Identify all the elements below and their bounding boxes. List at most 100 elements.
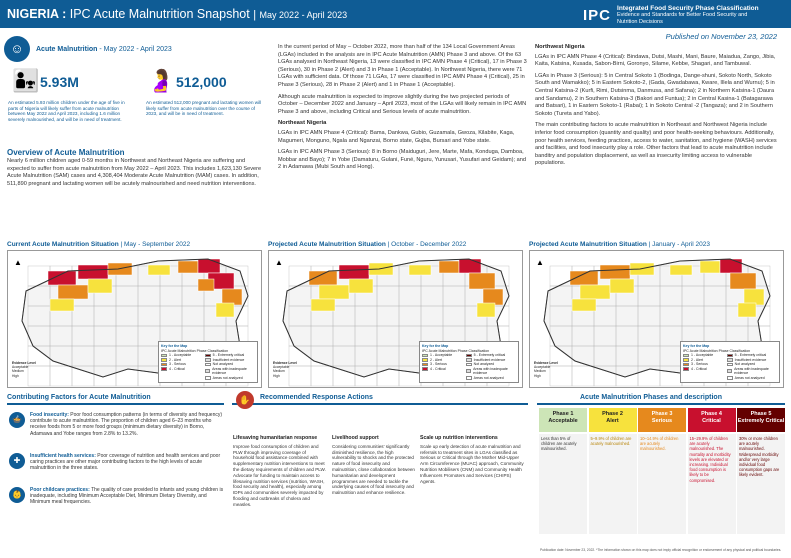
phase-header: Phase 2 Alert [588,408,637,432]
ipc-logo-mark: IPC [583,7,612,24]
lga-area [177,260,199,274]
legend-item: 1 - Acceptable [422,353,466,358]
lga-area [719,258,743,274]
legend-item: 5 - Extremely critical [726,353,777,358]
legend-item: 1 - Acceptable [683,353,727,358]
legend-extra-item: Not analyzed [465,362,516,367]
lga-area [571,298,597,312]
paragraph: Although acute malnutrition is expected … [278,93,527,115]
north-arrow-icon: ▲ [536,258,544,267]
food-bowl-icon: 🍲 [9,412,25,428]
women-stat-value: 512,000 [176,74,227,90]
overview-title: Overview of Acute Malnutrition [7,148,125,157]
factors-title: Contributing Factors for Acute Malnutrit… [7,394,151,401]
hand-heart-icon: ✋ [236,391,254,409]
child-bubble-icon: ☺ [4,36,30,62]
lga-area [729,272,757,290]
lga-area [743,288,765,306]
lga-area [458,258,482,274]
phases-title: Acute Malnutrition Phases and descriptio… [580,394,722,401]
factor-item: Poor childcare practices: The quality of… [30,487,224,506]
legend-extra-item: Areas not analyzed [204,376,255,381]
lga-area [669,264,693,276]
factor-item: Food insecurity: Poor food consumption p… [30,412,223,437]
lga-area [197,258,221,274]
map-legend: Key for the Map IPC Acute Malnutrition Ph… [158,341,258,383]
lga-area [318,284,350,300]
map-title-1: Current Acute Malnutrition Situation | M… [7,241,191,248]
report-title: NIGERIA : IPC Acute Malnutrition Snapsho… [7,7,348,21]
lga-area [215,302,235,318]
legend-item: 3 - Serious [161,362,205,367]
legend-extra-item: Not analyzed [726,362,777,367]
legend-item: 4 - Critical [161,367,205,372]
overview-text: Nearly 6 million children aged 0-59 mont… [7,158,262,187]
published-date: Published on November 23, 2022 [665,32,777,41]
lga-area [438,260,460,274]
response-title: Recommended Response Actions [260,394,373,401]
lga-area [348,278,374,294]
legend-item: 4 - Critical [683,367,727,372]
lga-area [49,298,75,312]
pregnant-woman-icon: 🤰 [147,68,175,93]
header-bar: NIGERIA : IPC Acute Malnutrition Snapsho… [0,0,791,28]
am-section-title: Acute Malnutrition - May 2022 - April 20… [36,46,172,53]
phase-header: Phase 4 Critical [687,408,736,432]
phase-description: 10–14.9% of children are acutely malnour… [638,434,686,534]
response-column: Lifesaving humanitarian response Improve … [233,435,326,507]
ipc-logo: IPC Integrated Food Security Phase Class… [583,5,767,26]
paragraph: LGAs in IPC AMN Phase 4 (Critical): Bind… [535,53,776,68]
legend-item: 3 - Serious [422,362,466,367]
analysis-column-middle: In the current period of May – October 2… [278,44,530,176]
northeast-heading: Northeast Nigeria [278,120,327,127]
phase-header: Phase 5 Extremely Critical [737,408,785,432]
legend-item: 1 - Acceptable [161,353,205,358]
lga-area [579,284,611,300]
legend-extra-item: Insufficient evidence [465,358,516,363]
paragraph: In the current period of May – October 2… [278,44,527,88]
map-legend: Key for the Map IPC Acute Malnutrition Ph… [419,341,519,383]
lga-area [408,264,432,276]
response-column: Scale up nutrition interventions Scale up… [420,435,524,484]
legend-item: 2 - Alert [161,358,205,363]
legend-item: 2 - Alert [422,358,466,363]
lga-area [468,272,496,290]
legend-extra-item: Not analyzed [204,362,255,367]
lga-area [599,264,631,280]
legend-extra-item: Insufficient evidence [204,358,255,363]
lga-area [482,288,504,306]
northwest-heading: Northwest Nigeria [535,44,585,50]
analysis-column-right: Northwest Nigeria LGAs in IPC AMN Phase … [535,44,783,172]
lga-area [77,264,109,280]
phase-description: 30% or more children are acutely malnour… [737,434,785,534]
map-title-2: Projected Acute Malnutrition Situation |… [268,241,467,248]
phase-description: 5–9.9% of children are acutely malnouris… [588,434,637,534]
lga-area [737,302,757,318]
phase-header: Phase 1 Acceptable [539,408,587,432]
map-legend: Key for the Map IPC Acute Malnutrition Ph… [680,341,780,383]
legend-item: 3 - Serious [683,362,727,367]
logo-line-1: Integrated Food Security Phase Classific… [617,5,759,12]
women-stat-desc: An estimated 512,000 pregnant and lactat… [146,100,262,117]
legend-extra-item: Areas not analyzed [726,376,777,381]
lga-area [699,260,721,274]
legend-item: 5 - Extremely critical [465,353,516,358]
phase-description: 15–29.9% of children are acutely malnour… [687,434,736,534]
phase-header: Phase 3 Serious [638,408,686,432]
lga-area [609,278,635,294]
response-column: Livelihood support Considering communitie… [332,435,415,496]
factor-item: Insufficient health services: Poor cover… [30,453,221,472]
map-panel-3: ▲ Key for the Map IPC Acute Malnutrition P… [529,250,784,388]
children-figure-icon: 👨‍👧 [12,68,40,93]
evidence-level: Evidence Level Acceptable Medium High [273,361,297,378]
logo-line-2: Evidence and Standards for Better Food S… [617,12,748,25]
north-arrow-icon: ▲ [14,258,22,267]
paragraph: LGAs in IPC AMN Phase 3 (Serious): 8 in … [278,149,526,171]
phase-description: Less than 5% of children are acutely mal… [539,434,587,534]
legend-item: 5 - Extremely critical [204,353,255,358]
legend-item: 2 - Alert [683,358,727,363]
children-stat-desc: An estimated 5.93 million children under… [8,100,125,122]
legend-item: 4 - Critical [422,367,466,372]
map-title-3: Projected Acute Malnutrition Situation |… [529,241,710,248]
north-arrow-icon: ▲ [275,258,283,267]
